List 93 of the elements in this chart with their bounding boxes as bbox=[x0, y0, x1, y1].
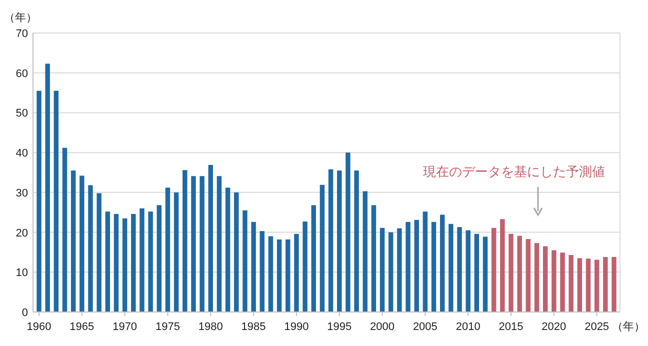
bar bbox=[208, 164, 214, 312]
bar bbox=[371, 205, 376, 312]
bar bbox=[148, 212, 153, 312]
y-tick-label: 40 bbox=[16, 148, 28, 160]
bar bbox=[156, 205, 162, 312]
bar bbox=[200, 176, 204, 312]
annotation: 現在のデータを基にした予測値 bbox=[423, 164, 605, 179]
bar bbox=[302, 222, 308, 312]
bar bbox=[337, 170, 342, 312]
x-tick-label: 1985 bbox=[241, 321, 266, 333]
bar bbox=[594, 260, 600, 312]
y-tick-label: 60 bbox=[16, 68, 28, 80]
x-tick-label: 2025 bbox=[584, 321, 610, 333]
y-tick-label: 30 bbox=[16, 187, 28, 200]
bar bbox=[242, 210, 248, 312]
bar bbox=[568, 255, 574, 312]
bar bbox=[105, 212, 110, 312]
bar bbox=[70, 170, 76, 312]
bar bbox=[526, 239, 531, 312]
bar bbox=[260, 231, 264, 312]
bar bbox=[388, 232, 394, 312]
x-tick-label: 2005 bbox=[412, 321, 438, 333]
bar bbox=[268, 236, 274, 312]
bar bbox=[96, 193, 102, 312]
bar bbox=[586, 258, 591, 312]
bar bbox=[534, 243, 540, 312]
x-tick-label: 2020 bbox=[542, 321, 566, 333]
x-tick-label: 1990 bbox=[284, 321, 309, 333]
x-tick-label: 1995 bbox=[327, 321, 352, 333]
x-tick-label: 1965 bbox=[70, 321, 94, 333]
bar bbox=[286, 239, 290, 312]
bar bbox=[62, 148, 68, 312]
y-tick-label: 70 bbox=[16, 28, 28, 40]
bar bbox=[131, 214, 136, 312]
bar bbox=[542, 246, 548, 312]
x-tick-label: 1960 bbox=[26, 321, 52, 333]
bar bbox=[328, 169, 334, 312]
bar bbox=[182, 170, 188, 312]
bar bbox=[397, 228, 402, 312]
y-tick-label: 20 bbox=[16, 227, 28, 240]
bar bbox=[311, 205, 316, 312]
x-axis-title: （年） bbox=[612, 321, 645, 333]
bar bbox=[508, 234, 514, 312]
bar bbox=[122, 218, 128, 312]
bar bbox=[466, 230, 470, 312]
bar bbox=[45, 64, 50, 312]
bar bbox=[500, 219, 505, 312]
bar bbox=[36, 90, 42, 312]
bar bbox=[165, 188, 170, 312]
bar bbox=[431, 222, 436, 312]
bar bbox=[448, 224, 454, 312]
bar bbox=[577, 258, 582, 312]
bar bbox=[457, 227, 462, 312]
bar bbox=[406, 222, 410, 312]
bar bbox=[320, 184, 325, 312]
bar bbox=[440, 214, 445, 312]
bar bbox=[422, 212, 428, 312]
x-tick-label: 2000 bbox=[370, 321, 395, 333]
bar bbox=[491, 228, 496, 312]
bar bbox=[354, 170, 359, 312]
bar bbox=[191, 176, 196, 312]
bar bbox=[482, 236, 488, 312]
y-tick-label: 0 bbox=[22, 307, 28, 319]
bar bbox=[251, 222, 256, 312]
bar bbox=[346, 152, 350, 312]
bar bbox=[276, 239, 282, 312]
bar bbox=[88, 185, 93, 312]
x-tick-label: 1980 bbox=[198, 321, 223, 333]
x-tick-label: 2010 bbox=[456, 321, 480, 333]
bar bbox=[517, 236, 522, 312]
y-tick-label: 10 bbox=[16, 267, 28, 280]
x-tick-label: 2015 bbox=[498, 321, 524, 333]
bar bbox=[140, 208, 144, 312]
bar bbox=[174, 192, 179, 312]
bar bbox=[612, 256, 616, 312]
bar bbox=[560, 252, 565, 312]
bar bbox=[414, 220, 419, 312]
bar bbox=[552, 250, 556, 312]
bar bbox=[603, 256, 608, 312]
bar bbox=[362, 191, 368, 312]
bar bbox=[80, 176, 84, 312]
bar bbox=[114, 214, 119, 312]
y-tick-label: 50 bbox=[16, 108, 28, 120]
x-tick-label: 1970 bbox=[112, 321, 138, 333]
y-axis-title: （年） bbox=[4, 12, 37, 24]
bar bbox=[234, 192, 239, 312]
bar bbox=[474, 234, 480, 312]
bar bbox=[380, 228, 385, 312]
bar bbox=[54, 90, 59, 312]
x-tick-label: 1975 bbox=[155, 321, 180, 333]
bar bbox=[294, 234, 299, 312]
bar bbox=[225, 188, 230, 312]
bar bbox=[216, 176, 222, 312]
